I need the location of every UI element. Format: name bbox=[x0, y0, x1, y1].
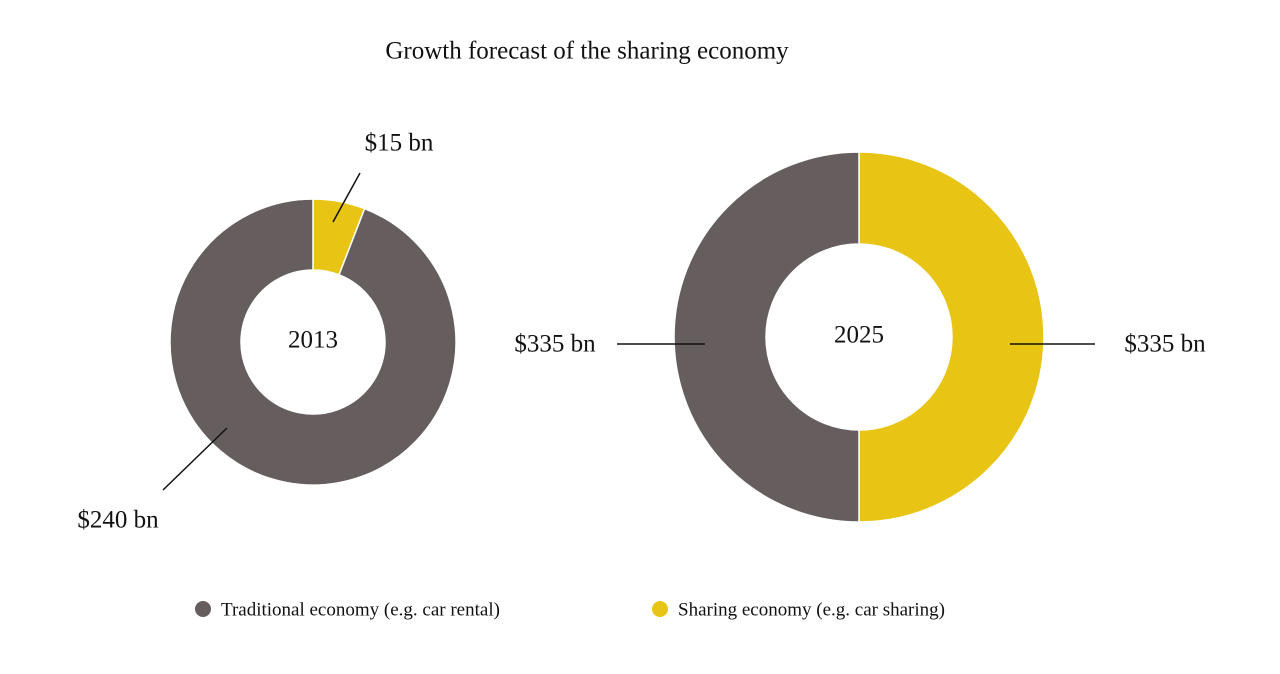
legend-marker bbox=[652, 601, 668, 617]
data-label: $335 bn bbox=[514, 331, 596, 358]
leader-line bbox=[332, 172, 361, 223]
donut-slice bbox=[169, 198, 457, 486]
center-label: 2013 bbox=[288, 327, 338, 354]
chart-title: Growth forecast of the sharing economy bbox=[385, 38, 789, 65]
data-label: $335 bn bbox=[1124, 331, 1206, 358]
data-label: $15 bn bbox=[365, 130, 434, 157]
center-label: 2025 bbox=[834, 322, 884, 349]
legend-label: Traditional economy (e.g. car rental) bbox=[221, 599, 500, 620]
legend-label: Sharing economy (e.g. car sharing) bbox=[678, 599, 945, 620]
legend-marker bbox=[195, 601, 211, 617]
data-label: $240 bn bbox=[77, 507, 159, 534]
donut-slice bbox=[858, 151, 1045, 523]
donut-slice bbox=[673, 151, 860, 523]
leader-line bbox=[162, 427, 228, 491]
